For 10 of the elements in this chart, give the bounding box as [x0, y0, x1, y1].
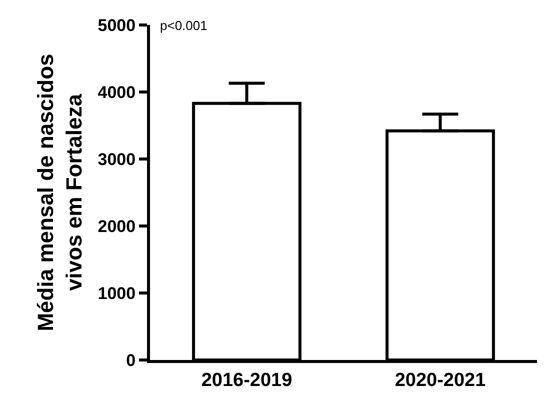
- x-tick-label: 2016-2019: [201, 370, 292, 391]
- y-tick-label: 3000: [98, 150, 136, 169]
- y-tick-label: 4000: [98, 82, 136, 102]
- y-tick-label: 2000: [98, 216, 136, 236]
- x-tick-label: 2020-2021: [394, 370, 486, 391]
- y-axis-title: Média mensal de nascidos vivos em Fortaleza: [32, 54, 87, 332]
- annotation: p<0.001: [160, 18, 208, 33]
- y-tick-label: 0: [126, 350, 136, 370]
- y-tick-label: 1000: [98, 284, 136, 303]
- y-tick-label: 5000: [98, 16, 136, 35]
